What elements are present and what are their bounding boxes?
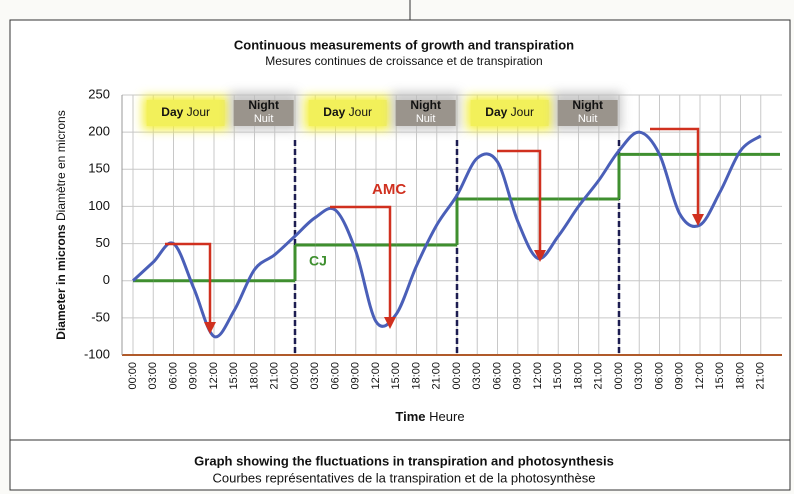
y-tick-label: 250	[88, 86, 110, 101]
annotation: CJ	[309, 253, 327, 269]
period-label: Day Jour	[485, 105, 534, 119]
x-tick-label: 12:00	[370, 362, 382, 390]
x-tick-label: 15:00	[390, 362, 402, 390]
x-tick-label: 09:00	[512, 362, 524, 390]
period-name: Night	[410, 98, 441, 112]
x-label-sub: Heure	[429, 409, 464, 424]
period-label: Day Jour	[161, 105, 210, 119]
period-name: Day	[161, 105, 183, 119]
x-tick-label: 15:00	[228, 362, 240, 390]
arrowhead	[692, 214, 704, 226]
x-label: Time	[395, 409, 425, 424]
period-name: Day	[323, 105, 345, 119]
x-tick-label: 15:00	[714, 362, 726, 390]
x-tick-label: 12:00	[694, 362, 706, 390]
y-tick-label: 100	[88, 198, 110, 213]
period-box	[146, 100, 225, 126]
period-label: Day Jour	[323, 105, 372, 119]
x-tick-label: 09:00	[350, 362, 362, 390]
y-tick-label: -100	[84, 346, 110, 361]
chart-title: Continuous measurements of growth and tr…	[234, 37, 574, 52]
period-box	[557, 100, 618, 126]
x-tick-label: 06:00	[491, 362, 503, 390]
amc-arrow	[497, 149, 542, 254]
x-tick-label: 21:00	[431, 362, 443, 390]
x-tick-label: 18:00	[572, 362, 584, 390]
amc-arrows	[165, 127, 700, 326]
x-tick-label: 03:00	[471, 362, 483, 390]
y-label: Diameter in microns	[54, 224, 68, 340]
x-tick-label: 09:00	[674, 362, 686, 390]
x-tick-label: 06:00	[329, 362, 341, 390]
y-tick-label: 0	[103, 272, 110, 287]
grid: -100 -50 0 50 100 150 200 250 00:00 03:00 06:00 09:…	[84, 86, 782, 390]
period-name: Night	[572, 98, 603, 112]
x-tick-label: 12:00	[208, 362, 220, 390]
x-tick-label: 15:00	[552, 362, 564, 390]
period-name: Night	[248, 98, 279, 112]
period-sub: Jour	[511, 105, 534, 119]
x-tick-label: 06:00	[167, 362, 179, 390]
x-tick-label: 18:00	[410, 362, 422, 390]
x-tick-label: 06:00	[653, 362, 665, 390]
period-sub: Nuit	[254, 113, 274, 125]
arrowheads	[204, 214, 704, 334]
x-tick-label: 21:00	[269, 362, 281, 390]
y-tick-label: 50	[96, 235, 110, 250]
period-sub: Nuit	[416, 113, 436, 125]
period-box	[395, 100, 456, 126]
period-sub: Jour	[187, 105, 210, 119]
marks	[131, 130, 780, 339]
x-tick-label: 18:00	[734, 362, 746, 390]
x-tick-label: 00:00	[451, 362, 463, 390]
diameter-line	[131, 130, 762, 339]
caption-sub: Courbes représentatives de la transpirat…	[212, 470, 595, 485]
y-label-sub: Diamètre en microns	[54, 110, 68, 221]
x-tick-label: 00:00	[127, 362, 139, 390]
x-tick-label: 03:00	[147, 362, 159, 390]
y-tick-label: 200	[88, 124, 110, 139]
y-tick-label: 150	[88, 161, 110, 176]
plot-area	[122, 95, 782, 355]
annotation: AMC	[372, 181, 406, 198]
period-box	[470, 100, 549, 126]
x-tick-label: 21:00	[593, 362, 605, 390]
chart-subtitle: Mesures continues de croissance et de tr…	[265, 54, 542, 68]
y-axis-label: Diameter in microns Diamètre en microns	[54, 110, 68, 339]
amc-arrow	[165, 242, 212, 326]
x-tick-label: 00:00	[613, 362, 625, 390]
period-sub: Jour	[349, 105, 372, 119]
amc-arrow	[330, 205, 392, 321]
x-tick-label: 21:00	[755, 362, 767, 390]
caption: Graph showing the fluctuations in transp…	[194, 453, 614, 468]
x-axis-label: Time Heure	[395, 409, 464, 424]
x-tick-label: 00:00	[289, 362, 301, 390]
arrowhead	[384, 317, 396, 329]
arrowhead	[204, 322, 216, 334]
period-sub: Nuit	[578, 113, 598, 125]
x-tick-label: 12:00	[532, 362, 544, 390]
period-name: Day	[485, 105, 507, 119]
x-tick-label: 18:00	[248, 362, 260, 390]
x-tick-label: 09:00	[188, 362, 200, 390]
x-tick-label: 03:00	[633, 362, 645, 390]
period-box	[308, 100, 387, 126]
x-tick-label: 03:00	[309, 362, 321, 390]
y-tick-label: -50	[91, 309, 110, 324]
amc-arrow	[650, 127, 700, 218]
arrowhead	[534, 250, 546, 262]
period-box	[233, 100, 294, 126]
